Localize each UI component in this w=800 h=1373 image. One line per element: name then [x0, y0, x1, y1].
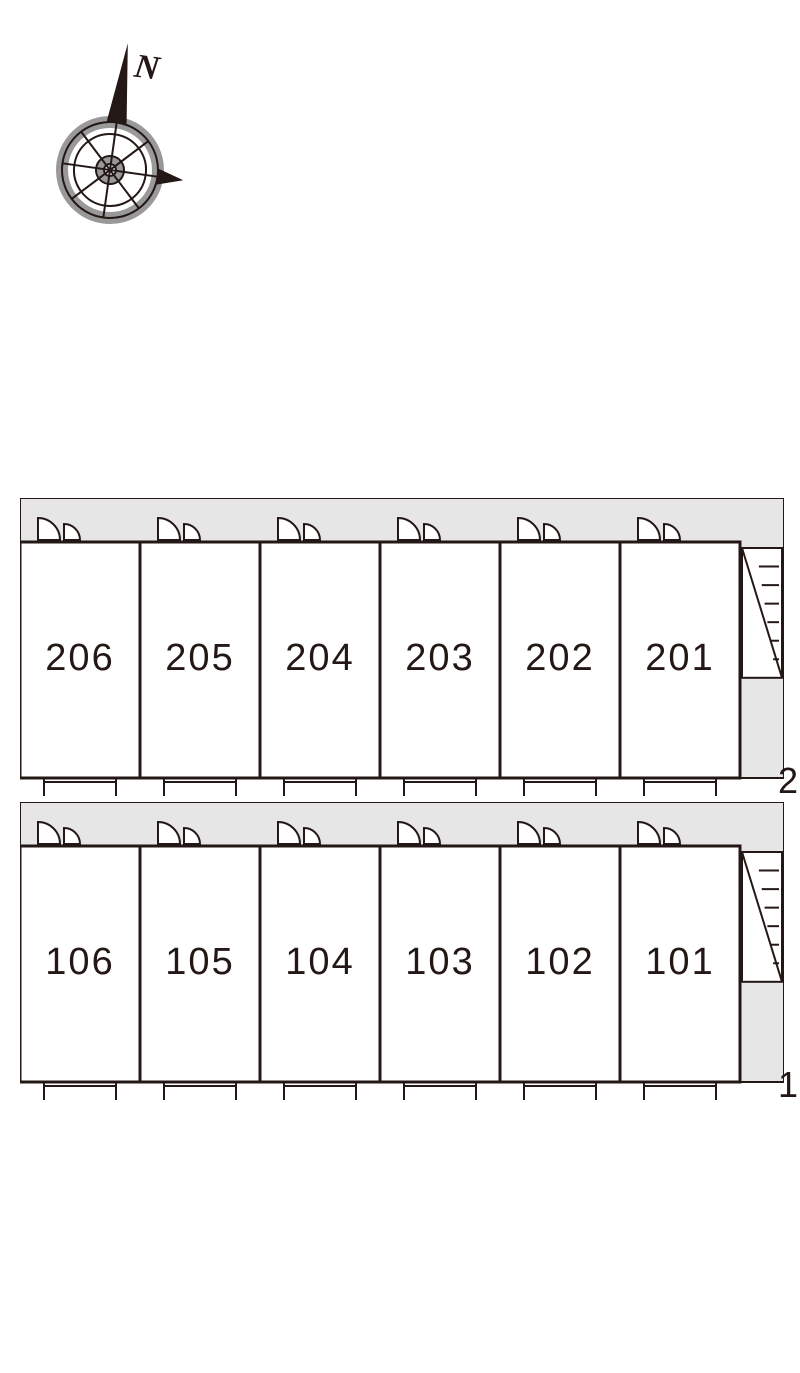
- room-label: 206: [45, 637, 114, 679]
- room-label: 101: [645, 941, 714, 983]
- floorplan-canvas: N 206 205 204 203 202 201 2F 106 105 104 103 102 101…: [0, 0, 800, 1373]
- room-label: 102: [525, 941, 594, 983]
- room-label: 203: [405, 637, 474, 679]
- room-label: 104: [285, 941, 354, 983]
- compass-north-label: N: [131, 47, 163, 87]
- room-label: 105: [165, 941, 234, 983]
- floor-svg: 206 205 204 203 202 201: [20, 498, 784, 808]
- compass-rose: N: [30, 20, 190, 255]
- staircase: [742, 852, 782, 982]
- room-label: 201: [645, 637, 714, 679]
- floor-label: 1F: [778, 1064, 800, 1106]
- room-label: 103: [405, 941, 474, 983]
- room-label: 205: [165, 637, 234, 679]
- staircase: [742, 548, 782, 678]
- room-label: 204: [285, 637, 354, 679]
- room-label: 106: [45, 941, 114, 983]
- room-label: 202: [525, 637, 594, 679]
- floor-label: 2F: [778, 760, 800, 802]
- compass-icon: N: [30, 20, 190, 250]
- floor-svg: 106 105 104 103 102 101: [20, 802, 784, 1112]
- floor-f2: 2062052042032022012F: [20, 498, 784, 808]
- floor-f1: 1061051041031021011F: [20, 802, 784, 1112]
